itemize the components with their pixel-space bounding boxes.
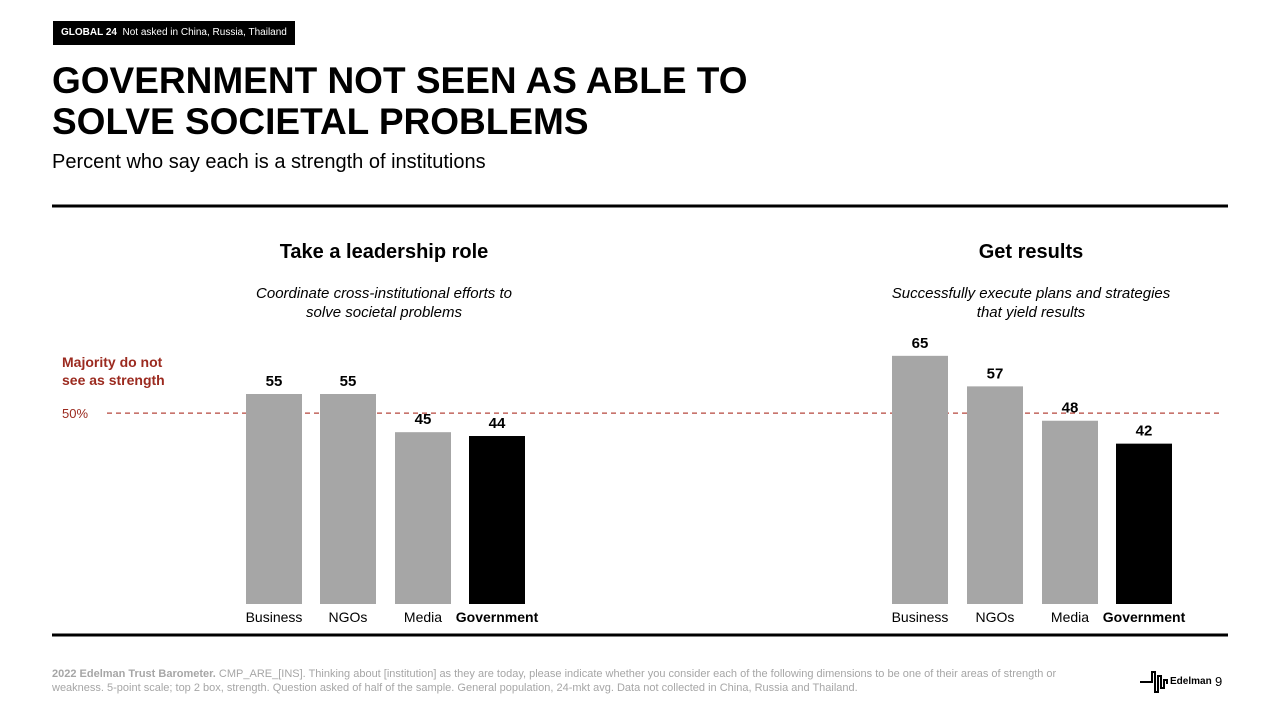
category-label: Media (404, 609, 442, 625)
bar (246, 394, 302, 604)
value-label: 44 (489, 415, 506, 432)
chart-title: Take a leadership role (280, 241, 489, 263)
bar (320, 394, 376, 604)
badge-note: Not asked in China, Russia, Thailand (122, 27, 287, 38)
bar (1042, 420, 1098, 604)
category-label: NGOs (976, 609, 1015, 625)
logo: Edelman (1140, 668, 1212, 694)
badge: GLOBAL 24 Not asked in China, Russia, Th… (53, 21, 295, 45)
reference-note: Majority do not see as strength (62, 354, 165, 388)
value-label: 48 (1062, 400, 1079, 417)
category-label: Government (1103, 609, 1186, 625)
title: GOVERNMENT NOT SEEN AS ABLE TO SOLVE SOC… (52, 60, 748, 142)
reference-label: 50% (62, 406, 88, 421)
category-label: NGOs (329, 609, 368, 625)
chart-subtitle: Coordinate cross-institutional efforts t… (256, 285, 512, 321)
page-number: 9 (1215, 674, 1223, 689)
value-label: 45 (415, 411, 432, 428)
bar (1116, 443, 1172, 604)
category-label: Government (456, 609, 539, 625)
bar (967, 386, 1023, 604)
chart-subtitle: Successfully execute plans and strategie… (891, 285, 1171, 321)
badge-strong: GLOBAL 24 (61, 27, 117, 38)
footer-note: CMP_ARE_[INS]. Thinking about [instituti… (52, 668, 1057, 694)
value-label: 42 (1136, 423, 1153, 440)
category-label: Business (892, 609, 949, 625)
subtitle: Percent who say each is a strength of in… (52, 151, 486, 173)
value-label: 65 (912, 335, 929, 352)
bar (469, 436, 525, 604)
footer-source: 2022 Edelman Trust Barometer. (52, 668, 216, 680)
value-label: 55 (340, 373, 357, 390)
category-label: Business (246, 609, 303, 625)
category-label: Media (1051, 609, 1089, 625)
bar (395, 432, 451, 604)
footer-text: 2022 Edelman Trust Barometer. CMP_ARE_[I… (52, 667, 1062, 695)
value-label: 55 (266, 373, 283, 390)
logo-text: Edelman (1170, 675, 1212, 687)
bar (892, 355, 948, 604)
value-label: 57 (987, 365, 1004, 382)
chart-title: Get results (979, 241, 1083, 263)
logo-mark (1140, 671, 1168, 693)
